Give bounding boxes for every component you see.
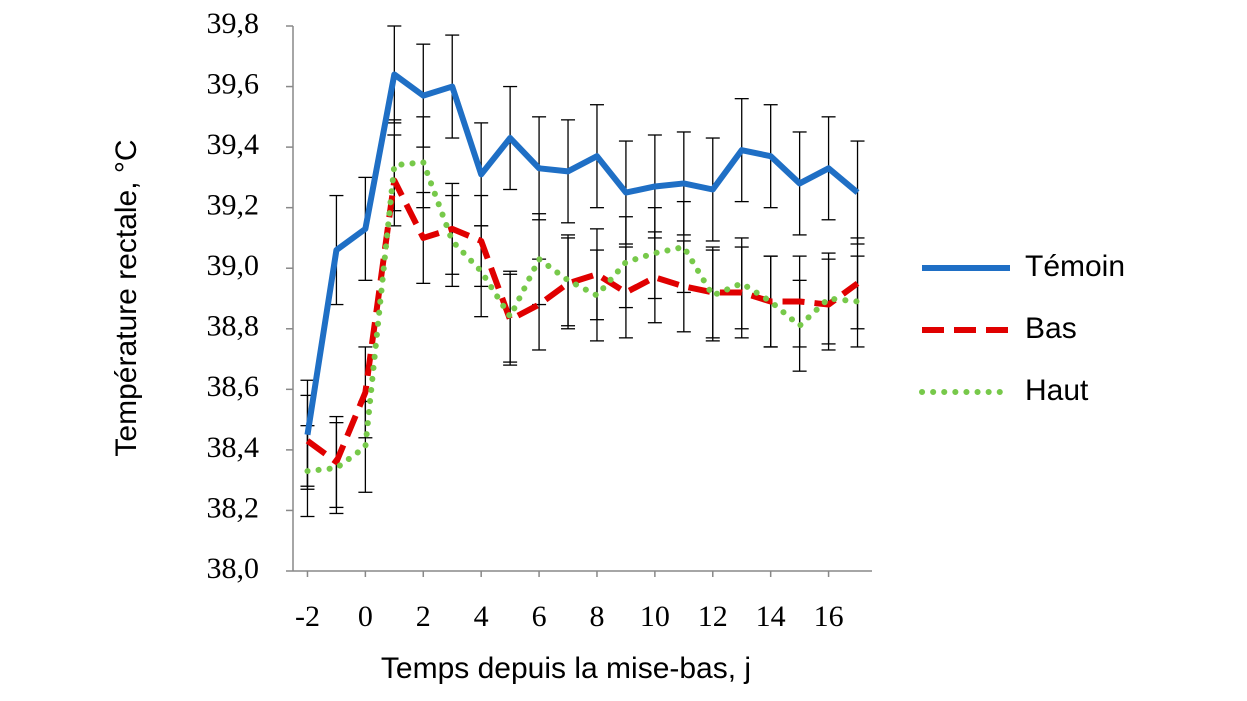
x-tick-label: 16 xyxy=(814,600,844,633)
series-line xyxy=(304,159,861,475)
x-tick-label: 12 xyxy=(698,600,728,633)
legend-label: Haut xyxy=(1025,374,1089,407)
x-axis-label: Temps depuis la mise-bas, j xyxy=(381,652,751,685)
y-axis-label: Température rectale, °C xyxy=(110,139,143,456)
error-bar xyxy=(445,194,460,288)
error-bar xyxy=(329,421,344,515)
y-tick-label: 39,2 xyxy=(207,189,260,222)
x-tick-label: 10 xyxy=(640,600,670,633)
y-tick-label: 38,8 xyxy=(207,310,260,343)
x-tick-label: 4 xyxy=(474,600,489,633)
x-tick-label: 6 xyxy=(532,600,547,633)
series-line xyxy=(304,71,860,436)
error-bar xyxy=(734,237,749,330)
x-tick-label: 2 xyxy=(416,600,431,633)
y-tick-label: 38,4 xyxy=(207,431,260,464)
x-tick-label: 8 xyxy=(589,600,604,633)
legend-label: Témoin xyxy=(1025,250,1125,283)
y-tick-label: 38,0 xyxy=(207,552,260,585)
y-tick-label: 39,8 xyxy=(207,7,260,40)
y-tick-label: 39,4 xyxy=(207,128,260,161)
x-tick-label: 0 xyxy=(358,600,373,633)
error-bar xyxy=(821,252,836,345)
y-tick-label: 38,2 xyxy=(207,491,260,524)
y-tick-label: 38,6 xyxy=(207,370,260,403)
y-tick-label: 39,0 xyxy=(207,249,260,282)
x-tick-label: 14 xyxy=(756,600,786,633)
error-bar xyxy=(676,200,691,294)
x-tick-label: -2 xyxy=(295,600,320,633)
error-bar xyxy=(705,249,720,342)
y-tick-label: 39,6 xyxy=(207,67,260,100)
legend-label: Bas xyxy=(1025,312,1077,345)
